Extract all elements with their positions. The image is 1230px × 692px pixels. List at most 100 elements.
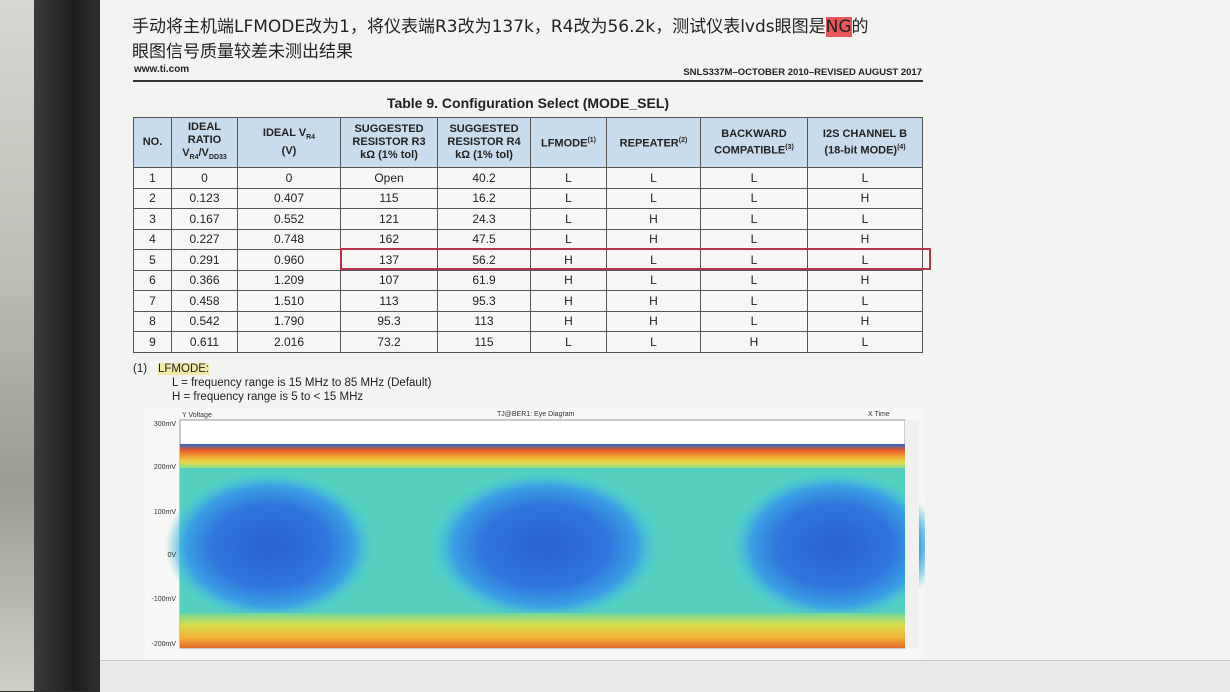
note-text: 手动将主机端LFMODE改为1，将仪表端R3改为137k，R4改为56.2k，测… — [132, 17, 826, 37]
table-cell: L — [530, 331, 607, 353]
table-cell: H — [530, 310, 607, 332]
table-cell: 2 — [133, 187, 172, 209]
header-text: IDEAL — [188, 120, 221, 133]
header-text: DD33 — [208, 154, 227, 162]
table-cell: L — [700, 290, 808, 312]
table-cell: 3 — [133, 208, 172, 230]
col-header: LFMODE(1) — [530, 117, 607, 168]
table-row: 3 0.167 0.552 121 24.3 L H L L — [133, 208, 923, 230]
eye-opening — [430, 471, 660, 621]
table-row: 1 0 0 Open 40.2 L L L L — [133, 167, 923, 189]
table-cell: L — [530, 167, 607, 189]
header-text: (1) — [587, 137, 596, 145]
table-cell: L — [807, 167, 923, 189]
table-cell: 61.9 — [437, 269, 531, 291]
table-cell: L — [530, 208, 607, 230]
table-cell: 5 — [133, 249, 172, 271]
table-cell: 0.552 — [237, 208, 341, 230]
doc-id: SNLS337M–OCTOBER 2010–REVISED AUGUST 201… — [683, 67, 922, 78]
plot-title: TJ@BER1: Eye Diagram — [497, 411, 575, 418]
table-cell: H — [530, 269, 607, 291]
note-text: 的 — [851, 17, 869, 37]
header-text: COMPATIBLE — [714, 144, 786, 157]
header-text: V — [182, 146, 190, 159]
note-line: 手动将主机端LFMODE改为1，将仪表端R3改为137k，R4改为56.2k，测… — [132, 12, 869, 37]
table-cell: 1.790 — [237, 310, 341, 332]
col-header: SUGGESTED RESISTOR R4 kΩ (1% tol) — [437, 117, 531, 168]
table-cell: 1 — [133, 167, 172, 189]
table-cell: H — [807, 228, 923, 250]
header-text: NO. — [142, 136, 163, 148]
table-cell: 0 — [237, 167, 341, 189]
table-row: 7 0.458 1.510 113 95.3 H H L L — [133, 290, 923, 312]
y-tick-label: 300mV — [153, 421, 176, 428]
header-text: LFMODE — [540, 137, 588, 150]
y-tick-label: -200mV — [151, 641, 176, 648]
table-cell: 8 — [133, 310, 172, 332]
background-wall — [0, 0, 34, 691]
table-cell: 0.960 — [237, 249, 341, 271]
table-cell: L — [700, 228, 808, 250]
table-cell: H — [606, 310, 701, 332]
table-cell: 24.3 — [437, 208, 531, 230]
table-cell: L — [530, 187, 607, 209]
footnote-number: (1) — [133, 363, 148, 375]
bottom-bar — [100, 660, 1230, 692]
table-cell: 95.3 — [340, 310, 438, 332]
header-text: RESISTOR R3 — [352, 136, 426, 148]
y-tick-label: -100mV — [151, 596, 176, 603]
table-cell: 6 — [133, 269, 172, 291]
table-cell: H — [807, 187, 923, 209]
header-text: BACKWARD — [721, 127, 787, 140]
table-cell: 0.611 — [171, 331, 238, 353]
header-text: RATIO — [187, 133, 222, 146]
table-cell: L — [606, 331, 701, 353]
header-text: (2) — [678, 137, 688, 145]
col-header: REPEATER(2) — [606, 117, 701, 168]
table-row: 4 0.227 0.748 162 47.5 L H L H — [133, 228, 923, 250]
table-cell: 95.3 — [437, 290, 531, 312]
table-cell: H — [807, 269, 923, 291]
eye-opening — [730, 471, 925, 621]
table-cell: L — [807, 331, 923, 353]
table-cell: L — [807, 290, 923, 312]
table-cell: 16.2 — [437, 187, 531, 209]
plot-sidebar — [905, 420, 919, 648]
table-cell: 0.407 — [237, 187, 341, 209]
table-cell: 0.291 — [171, 249, 238, 271]
table-cell: 162 — [340, 228, 438, 250]
header-text: (V) — [281, 144, 297, 157]
header-text: (3) — [785, 143, 794, 151]
col-header: IDEAL RATIO VR4/VDD33 — [171, 117, 238, 168]
header-text: (18-bit MODE) — [824, 144, 898, 157]
header-text: R4 — [306, 134, 316, 142]
table-cell: 0.458 — [171, 290, 238, 312]
header-text: (4) — [897, 143, 906, 151]
header-text: kΩ (1% tol) — [455, 149, 513, 161]
table-cell: 0.542 — [171, 310, 238, 332]
footnote-term: LFMODE: — [158, 363, 210, 375]
monitor-bezel — [34, 0, 100, 691]
table-cell: L — [530, 228, 607, 250]
y-tick-label: 0V — [167, 552, 176, 559]
col-header: NO. — [133, 117, 172, 168]
x-axis-label: X Time — [868, 411, 890, 418]
header-text: /V — [198, 146, 209, 159]
table-cell: 0 — [171, 167, 238, 189]
col-header: IDEAL VR4 (V) — [237, 117, 341, 168]
table-cell: L — [700, 167, 808, 189]
table-row: 6 0.366 1.209 107 61.9 H L L H — [133, 269, 923, 291]
header-row: NO. IDEAL RATIO VR4/VDD33 IDEAL VR4 (V) SUG… — [133, 117, 923, 168]
col-header: SUGGESTED RESISTOR R3 kΩ (1% tol) — [340, 117, 438, 168]
table-cell: 115 — [437, 331, 531, 353]
table-title: Table 9. Configuration Select (MODE_SEL) — [386, 95, 670, 111]
table-cell: 4 — [133, 228, 172, 250]
table-body: 1 0 0 Open 40.2 L L L L 2 0.123 0.407 115 16.2 L L L H 3 0.… — [133, 167, 923, 353]
col-header: BACKWARD COMPATIBLE(3) — [700, 117, 808, 168]
table-cell: 0.748 — [237, 228, 341, 250]
y-tick-label: 200mV — [153, 464, 176, 471]
table-cell: L — [807, 208, 923, 230]
footnote-line: L = frequency range is 15 MHz to 85 MHz … — [172, 377, 432, 389]
table-cell: L — [606, 167, 701, 189]
